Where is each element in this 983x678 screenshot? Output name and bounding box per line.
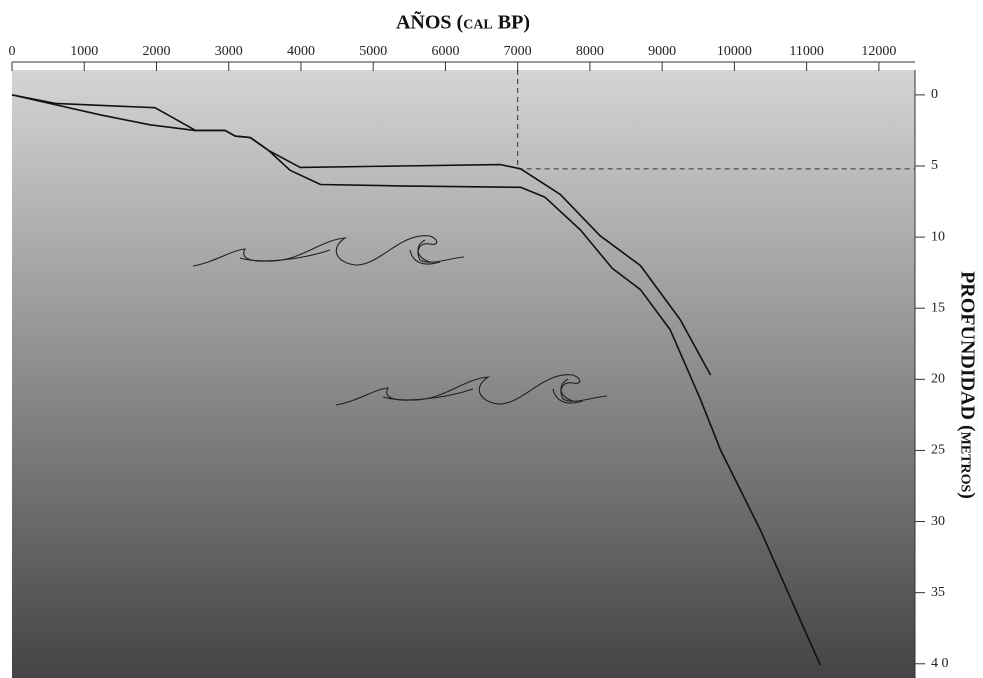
x-tick-label: 2000 xyxy=(142,44,170,59)
x-tick-label: 12000 xyxy=(861,44,896,59)
plot-area xyxy=(12,70,915,678)
x-tick-label: 5000 xyxy=(359,44,387,59)
x-tick-label: 10000 xyxy=(717,44,752,59)
x-tick-label: 7000 xyxy=(504,44,532,59)
x-tick-label: 9000 xyxy=(648,44,676,59)
x-tick-label: 8000 xyxy=(576,44,604,59)
x-tick-label: 6000 xyxy=(431,44,459,59)
x-tick-label: 3000 xyxy=(215,44,243,59)
x-tick-label: 11000 xyxy=(789,44,823,59)
y-axis-title: PROFUNDIDAD (metros) xyxy=(956,271,978,499)
chart-title: AÑOS (cal BP) xyxy=(396,11,530,34)
y-tick-label: 0 xyxy=(931,87,938,102)
y-tick-label: 10 xyxy=(931,229,945,244)
x-tick-label: 0 xyxy=(9,44,16,59)
y-tick-label: 15 xyxy=(931,300,945,315)
chart: AÑOS (cal BP) PROFUNDIDAD (metros) 0 1000… xyxy=(0,0,983,678)
y-tick-label: 20 xyxy=(931,372,945,387)
y-tick-label: 30 xyxy=(931,514,945,529)
y-tick-label: 5 xyxy=(931,158,938,173)
y-tick-label: 4 0 xyxy=(931,656,949,671)
y-tick-label: 25 xyxy=(931,443,945,458)
x-tick-label: 1000 xyxy=(70,44,98,59)
y-tick-label: 35 xyxy=(931,585,945,600)
x-tick-label: 4000 xyxy=(287,44,315,59)
